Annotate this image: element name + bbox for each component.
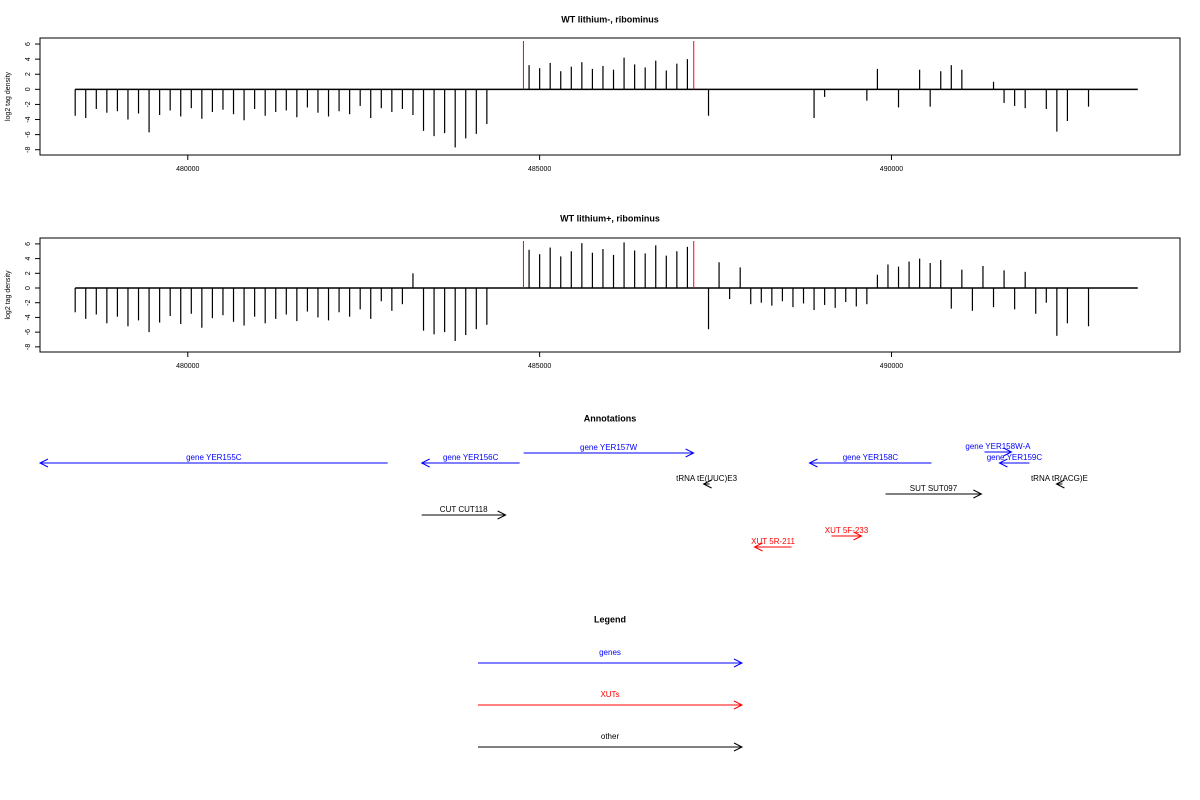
- y-tick-label: -6: [25, 329, 32, 335]
- feature-label: gene YER158W-A: [965, 442, 1031, 451]
- chart-title: WT lithium-, ribominus: [561, 14, 659, 24]
- arrow-head: [733, 742, 744, 752]
- x-tick-label: 485000: [528, 363, 551, 370]
- feature-label: gene YER156C: [443, 453, 499, 462]
- y-axis-label: log2 tag density: [5, 71, 12, 121]
- arrow: [702, 479, 712, 489]
- arrow: [808, 458, 932, 468]
- feature-label: tRNA tR(ACG)E: [1031, 474, 1088, 483]
- arrow: [753, 542, 792, 552]
- arrow-head: [1003, 447, 1013, 457]
- y-tick-label: 0: [25, 87, 32, 91]
- feature-label: XUT 5R-211: [751, 537, 795, 546]
- arrow: [478, 658, 744, 668]
- y-tick-label: -4: [25, 314, 32, 320]
- feature-label: XUT 5F-233: [825, 526, 869, 535]
- arrow-head: [753, 542, 763, 552]
- legend-label: XUTs: [600, 690, 619, 699]
- feature-label: gene YER158C: [843, 453, 899, 462]
- feature-label: gene YER157W: [580, 443, 638, 452]
- x-tick-label: 480000: [176, 166, 199, 173]
- arrow-head: [497, 510, 507, 520]
- arrow: [831, 531, 863, 541]
- legend-label: genes: [599, 648, 621, 657]
- annotations-title: Annotations: [584, 413, 637, 423]
- feature-label: gene YER159C: [987, 453, 1043, 462]
- feature-label: CUT CUT118: [440, 505, 488, 514]
- arrow-head: [685, 448, 695, 458]
- arrow: [984, 447, 1013, 457]
- y-tick-label: 6: [25, 242, 32, 246]
- chart-title: WT lithium+, ribominus: [560, 213, 660, 223]
- arrow-head: [702, 479, 712, 489]
- plot-frame: [39, 237, 1181, 353]
- arrow-head: [733, 658, 744, 668]
- arrow-head: [973, 489, 983, 499]
- legend-title: Legend: [594, 614, 626, 624]
- x-tick-label: 490000: [880, 166, 903, 173]
- y-tick-label: -2: [25, 101, 32, 107]
- y-tick-label: 2: [25, 72, 32, 76]
- x-tick-label: 485000: [528, 166, 551, 173]
- arrow: [478, 700, 744, 710]
- arrow-head: [38, 458, 49, 468]
- arrow: [1055, 479, 1065, 489]
- y-tick-label: 4: [25, 257, 32, 261]
- arrow: [421, 510, 507, 520]
- x-tick-label: 490000: [880, 363, 903, 370]
- y-tick-label: 0: [25, 286, 32, 290]
- y-tick-label: -8: [25, 147, 32, 153]
- y-tick-label: 6: [25, 42, 32, 46]
- y-tick-label: 2: [25, 271, 32, 275]
- arrow-head: [998, 458, 1008, 468]
- y-tick-label: -4: [25, 116, 32, 122]
- arrow-head: [853, 531, 863, 541]
- arrow: [998, 458, 1030, 468]
- arrow: [885, 489, 983, 499]
- arrow-head: [1055, 479, 1065, 489]
- y-tick-label: 4: [25, 57, 32, 61]
- y-axis-label: log2 tag density: [5, 270, 12, 320]
- y-tick-label: -2: [25, 300, 32, 306]
- arrow-head: [808, 458, 818, 468]
- arrow: [420, 458, 520, 468]
- legend-label: other: [601, 732, 620, 741]
- y-tick-label: -8: [25, 344, 32, 350]
- y-tick-label: -6: [25, 131, 32, 137]
- arrow-head: [733, 700, 744, 710]
- feature-label: SUT SUT097: [910, 484, 958, 493]
- arrow: [478, 742, 744, 752]
- plot-frame: [39, 37, 1181, 156]
- arrow-head: [420, 458, 430, 468]
- arrow: [523, 448, 695, 458]
- feature-label: tRNA tE(UUC)E3: [676, 474, 737, 483]
- feature-label: gene YER155C: [186, 453, 242, 462]
- arrow: [38, 458, 388, 468]
- x-tick-label: 480000: [176, 363, 199, 370]
